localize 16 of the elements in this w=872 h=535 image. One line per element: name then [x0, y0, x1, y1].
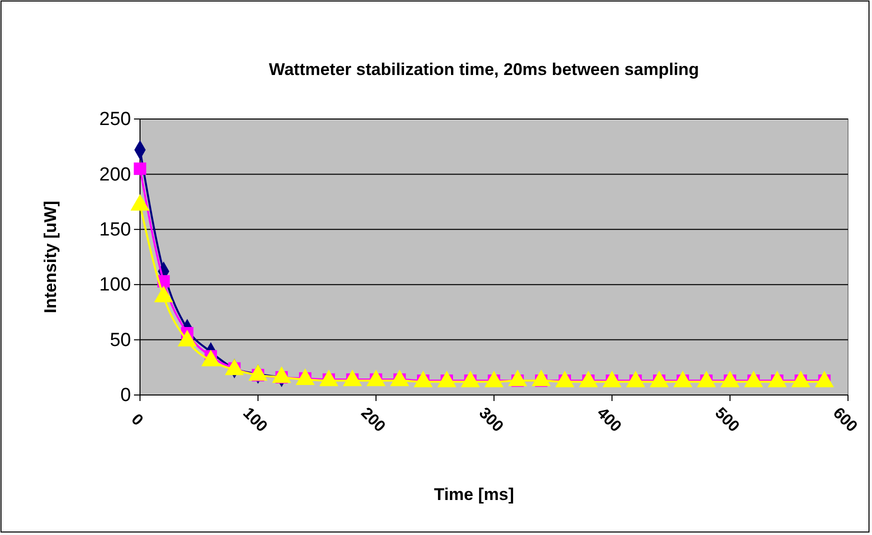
y-tick-label: 250	[99, 109, 131, 130]
x-tick-label: 100	[239, 404, 270, 436]
x-tick-label: 600	[829, 404, 860, 436]
x-tick-label: 400	[593, 404, 624, 436]
x-tick-label: 500	[711, 404, 742, 436]
y-tick-label: 100	[99, 274, 131, 296]
y-tick-label: 0	[120, 385, 131, 406]
x-tick-label: 200	[357, 404, 388, 436]
x-tick-label: 0	[128, 411, 146, 430]
y-tick-label: 200	[99, 164, 131, 186]
x-tick-label: 300	[475, 404, 506, 436]
y-axis-title: Intensity [uW]	[41, 200, 60, 314]
y-tick-label: 50	[110, 330, 131, 351]
chart-title: Wattmeter stabilization time, 20ms between sampling	[268, 60, 700, 79]
y-tick-label: 150	[99, 219, 131, 240]
x-axis-title: Time [ms]	[434, 485, 514, 504]
